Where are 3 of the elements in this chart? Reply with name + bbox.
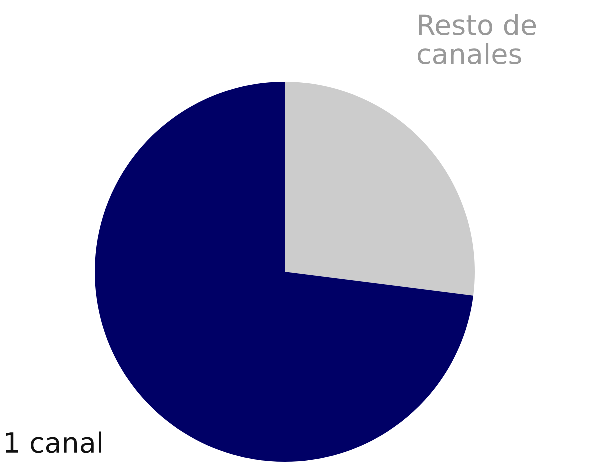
pie-slice xyxy=(285,82,475,296)
slice-label: 1 canal xyxy=(6,432,102,454)
slice-label: Resto de canales xyxy=(418,14,536,65)
